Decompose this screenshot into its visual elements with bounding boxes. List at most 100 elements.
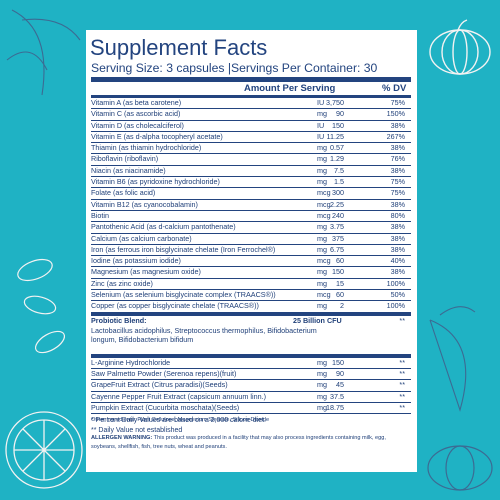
serving-info: Serving Size: 3 capsules |Servings Per C… [91,61,378,75]
ingredient-row: Pumpkin Extract (Cucurbita moschata)(See… [91,402,411,415]
nutrient-row: Niacin (as niacinamide) 7.5 mg 38% [91,165,411,178]
row-name: Folate (as folic acid) [91,188,156,198]
nutrient-row: Iron (as ferrous iron bisglycinate chela… [91,244,411,257]
row-qty: 6.75 [330,244,344,254]
panel-title: Supplement Facts [90,35,268,60]
row-unit: mg [317,368,327,378]
row-dv: ** [399,402,405,412]
row-name: Pantothenic Acid (as d-calcium pantothen… [91,222,236,232]
row-name: Iron (as ferrous iron bisglycinate chela… [91,244,276,254]
grapefruit-illustration [5,411,83,489]
row-dv: 38% [390,233,405,243]
row-dv: 38% [390,120,405,130]
footnote: * Percent Daily Values are based on a 2,… [91,417,266,425]
nutrient-row: Folate (as folic acid) 300 mcg 75% [91,188,411,200]
row-unit: mg [317,380,327,390]
row-dv: 38% [390,244,405,254]
row-name: Thiamin (as thiamin hydrochloride) [91,143,202,153]
row-dv: 38% [390,165,405,175]
row-unit: mg [317,357,327,367]
row-qty: 37.5 [330,391,344,401]
row-qty: 2 [340,301,344,311]
probiotic-blend: Probiotic Blend: 25 Billion CFU ** Lacto… [91,316,411,355]
row-unit: mg [317,154,327,164]
allergen-text: This product was produced in a facility … [91,435,386,450]
row-dv: 75% [390,177,405,187]
row-name: Vitamin C (as ascorbic acid) [91,109,181,119]
row-dv: 38% [390,267,405,277]
probiotic-qty: 25 Billion CFU [293,315,342,325]
nutrient-row: Thiamin (as thiamin hydrochloride) 0.57 mg… [91,143,411,155]
supplement-facts-panel: Supplement Facts Serving Size: 3 capsule… [86,30,417,472]
row-dv: 38% [390,222,405,232]
ingredient-row: L-Arginine Hydrochloride 150 mg ** [91,358,411,369]
row-name: Vitamin A (as beta carotene) [91,98,182,107]
row-name: Niacin (as niacinamide) [91,165,166,175]
amount-header: Amount Per Serving [244,83,336,94]
row-name: Iodine (as potassium iodide) [91,256,181,266]
nutrient-row: Pantothenic Acid (as d-calcium pantothen… [91,222,411,234]
row-qty: 7.5 [334,165,344,175]
row-name: Pumpkin Extract (Cucurbita moschata)(See… [91,402,240,412]
row-dv: 100% [386,301,405,311]
row-name: GrapeFruit Extract (Citrus paradisi)(See… [91,380,228,390]
column-header: Amount Per Serving % DV [91,82,411,95]
row-dv: ** [399,391,405,401]
row-dv: 267% [386,131,405,141]
allergen-warning: ALLERGEN WARNING: This product was produ… [91,434,411,452]
allergen-label: ALLERGEN WARNING: [91,435,153,441]
nutrient-row: Vitamin E (as d-alpha tocopheryl acetate… [91,131,411,144]
row-unit: mcg [317,199,331,209]
row-unit: mg [317,267,327,277]
nutrient-list: Vitamin A (as beta carotene) 3,750 IU 75% Vi… [91,98,411,313]
row-qty: 1.5 [334,177,344,187]
leaf-sketch [6,9,81,96]
row-name: Vitamin B12 (as cyanocobalamin) [91,199,198,209]
dv-header: % DV [382,83,407,94]
row-qty: 150 [332,120,344,130]
row-unit: mg [317,109,327,119]
row-qty: 60 [336,256,344,266]
pumpkin-illustration [429,19,491,75]
row-qty: 300 [332,188,344,198]
nutrient-row: Zinc (as zinc oxide) 15 mg 100% [91,278,411,291]
row-dv: 38% [390,143,405,153]
nutrient-row: Vitamin B12 (as cyanocobalamin) 2.25 mcg 38… [91,200,411,211]
nutrient-row: Calcium (as calcium carbonate) 375 mg 38% [91,234,411,245]
row-qty: 3,750 [326,98,344,107]
row-unit: mg [317,222,327,232]
row-dv: 40% [390,256,405,266]
nutrient-row: Biotin 240 mcg 80% [91,210,411,223]
row-qty: 1.29 [330,154,344,164]
row-dv: 80% [390,210,405,220]
row-name: Riboflavin (riboflavin) [91,154,159,164]
thick-divider [91,77,411,82]
row-dv: ** [399,380,405,390]
row-name: Zinc (as zinc oxide) [91,278,153,288]
row-dv: 76% [390,154,405,164]
row-name: L-Arginine Hydrochloride [91,357,171,367]
row-unit: mcg [317,188,331,198]
row-name: Biotin [91,210,109,220]
row-unit: IU [317,131,325,141]
row-unit: mg [317,177,327,187]
row-dv: 38% [390,199,405,209]
ingredient-row: Cayenne Pepper Fruit Extract (capsicum a… [91,392,411,403]
row-dv: ** [399,357,405,367]
probiotic-dv: ** [399,315,405,325]
ingredient-row: Saw Palmetto Powder (Serenoa repens)(fru… [91,368,411,381]
row-dv: 75% [390,98,405,107]
footnotes: * Percent Daily Values are based on a 2,… [91,416,411,436]
row-dv: 75% [390,188,405,198]
row-qty: 18.75 [326,402,344,412]
other-ingredients: Other Ingredients: Plant Cellulose, Magn… [91,417,270,423]
ingredient-row: GrapeFruit Extract (Citrus paradisi)(See… [91,380,411,392]
row-unit: mcg [317,290,331,300]
nutrient-row: Iodine (as potassium iodide) 60 mcg 40% [91,256,411,268]
row-dv: 100% [386,278,405,288]
row-name: Calcium (as calcium carbonate) [91,233,192,243]
row-qty: 90 [336,368,344,378]
row-unit: mg [317,278,327,288]
nutrient-row: Vitamin D (as cholecalciferol) 150 IU 38% [91,121,411,132]
row-unit: IU [317,98,325,107]
